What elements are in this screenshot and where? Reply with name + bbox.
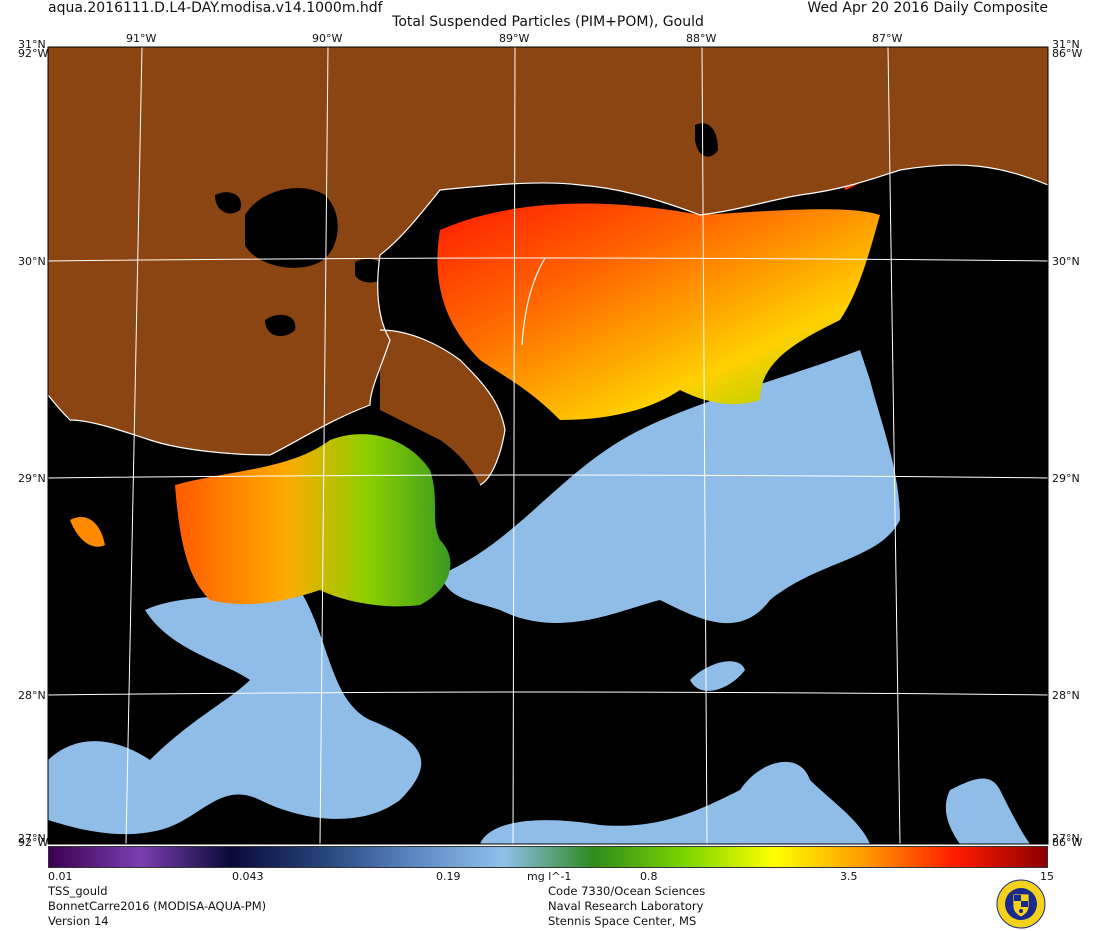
footer-product-name: TSS_gould bbox=[48, 884, 108, 898]
footer-version: Version 14 bbox=[48, 914, 109, 928]
footer-collection: BonnetCarre2016 (MODISA-AQUA-PM) bbox=[48, 899, 267, 913]
colorbar-tick-label: 15 bbox=[1040, 870, 1054, 883]
lat-label-28n-left: 28°N bbox=[18, 689, 46, 702]
parallel-30n bbox=[48, 257, 1048, 262]
lon-label-88w: 88°W bbox=[686, 32, 717, 45]
lat-label-30n-right: 30°N bbox=[1052, 255, 1080, 268]
meridian-88w bbox=[701, 47, 708, 844]
lon-label-91w: 91°W bbox=[126, 32, 157, 45]
footer-org-location: Stennis Space Center, MS bbox=[548, 914, 697, 928]
colorbar-tick-label: 0.8 bbox=[640, 870, 658, 883]
colorbar-tick-label: 0.043 bbox=[232, 870, 264, 883]
offshore-water bbox=[480, 761, 870, 844]
lon-label-90w: 90°W bbox=[312, 32, 343, 45]
map-frame bbox=[47, 46, 1049, 845]
corner-lon-label-top-right: 86°W bbox=[1052, 47, 1083, 60]
lat-label-29n-right: 29°N bbox=[1052, 472, 1080, 485]
corner-lat-label-bottom-left: 27°N bbox=[18, 832, 46, 845]
filename-label: aqua.2016111.D.L4-DAY.modisa.v14.1000m.h… bbox=[48, 0, 383, 16]
date-label: Wed Apr 20 2016 Daily Composite bbox=[807, 0, 1048, 16]
offshore-water bbox=[48, 590, 422, 835]
coastline bbox=[48, 164, 1048, 456]
lake bbox=[695, 123, 718, 157]
meridian-87w bbox=[887, 47, 901, 844]
colorbar-units-label: mg l^-1 bbox=[527, 870, 572, 883]
turbid-plume bbox=[70, 517, 105, 547]
corner-lon-label-bottom-right: 86°W bbox=[1052, 836, 1083, 849]
nrl-seal-icon bbox=[996, 879, 1046, 929]
land-area bbox=[380, 330, 505, 485]
barrier-island bbox=[521, 257, 546, 346]
turbid-plume bbox=[175, 434, 451, 607]
lon-label-87w: 87°W bbox=[872, 32, 903, 45]
offshore-water bbox=[440, 350, 900, 624]
corner-lat-label-bottom-right: 27°N bbox=[1052, 832, 1080, 845]
corner-lon-label-bottom-left: 92°W bbox=[18, 836, 49, 849]
lake bbox=[215, 192, 241, 214]
meridian-91w bbox=[125, 47, 143, 844]
colorbar bbox=[48, 846, 1048, 868]
offshore-water bbox=[945, 778, 1030, 844]
land-area bbox=[48, 47, 1048, 455]
parallel-28n bbox=[48, 691, 1048, 696]
lake bbox=[265, 314, 296, 336]
parallel-29n bbox=[48, 474, 1048, 479]
lat-label-29n-left: 29°N bbox=[18, 472, 46, 485]
coastline bbox=[379, 329, 506, 486]
lat-label-28n-right: 28°N bbox=[1052, 689, 1080, 702]
product-title: Total Suspended Particles (PIM+POM), Gou… bbox=[392, 14, 704, 30]
footer-org-code: Code 7330/Ocean Sciences bbox=[548, 884, 706, 898]
colorbar-tick-label: 0.19 bbox=[436, 870, 461, 883]
footer-org-name: Naval Research Laboratory bbox=[548, 899, 704, 913]
lon-label-89w: 89°W bbox=[499, 32, 530, 45]
lat-label-31n-left: 31°N bbox=[18, 38, 46, 51]
lat-label-31n-right: 31°N bbox=[1052, 38, 1080, 51]
offshore-water bbox=[690, 661, 745, 691]
meridian-90w bbox=[319, 47, 329, 844]
corner-lon-label-top-left: 92°W bbox=[18, 47, 49, 60]
lake bbox=[245, 187, 338, 268]
colorbar-tick-label: 0.01 bbox=[48, 870, 73, 883]
meridian-89w bbox=[512, 47, 516, 844]
lat-label-30n-left: 30°N bbox=[18, 255, 46, 268]
graticule bbox=[48, 47, 1048, 844]
colorbar-tick-label: 3.5 bbox=[840, 870, 858, 883]
